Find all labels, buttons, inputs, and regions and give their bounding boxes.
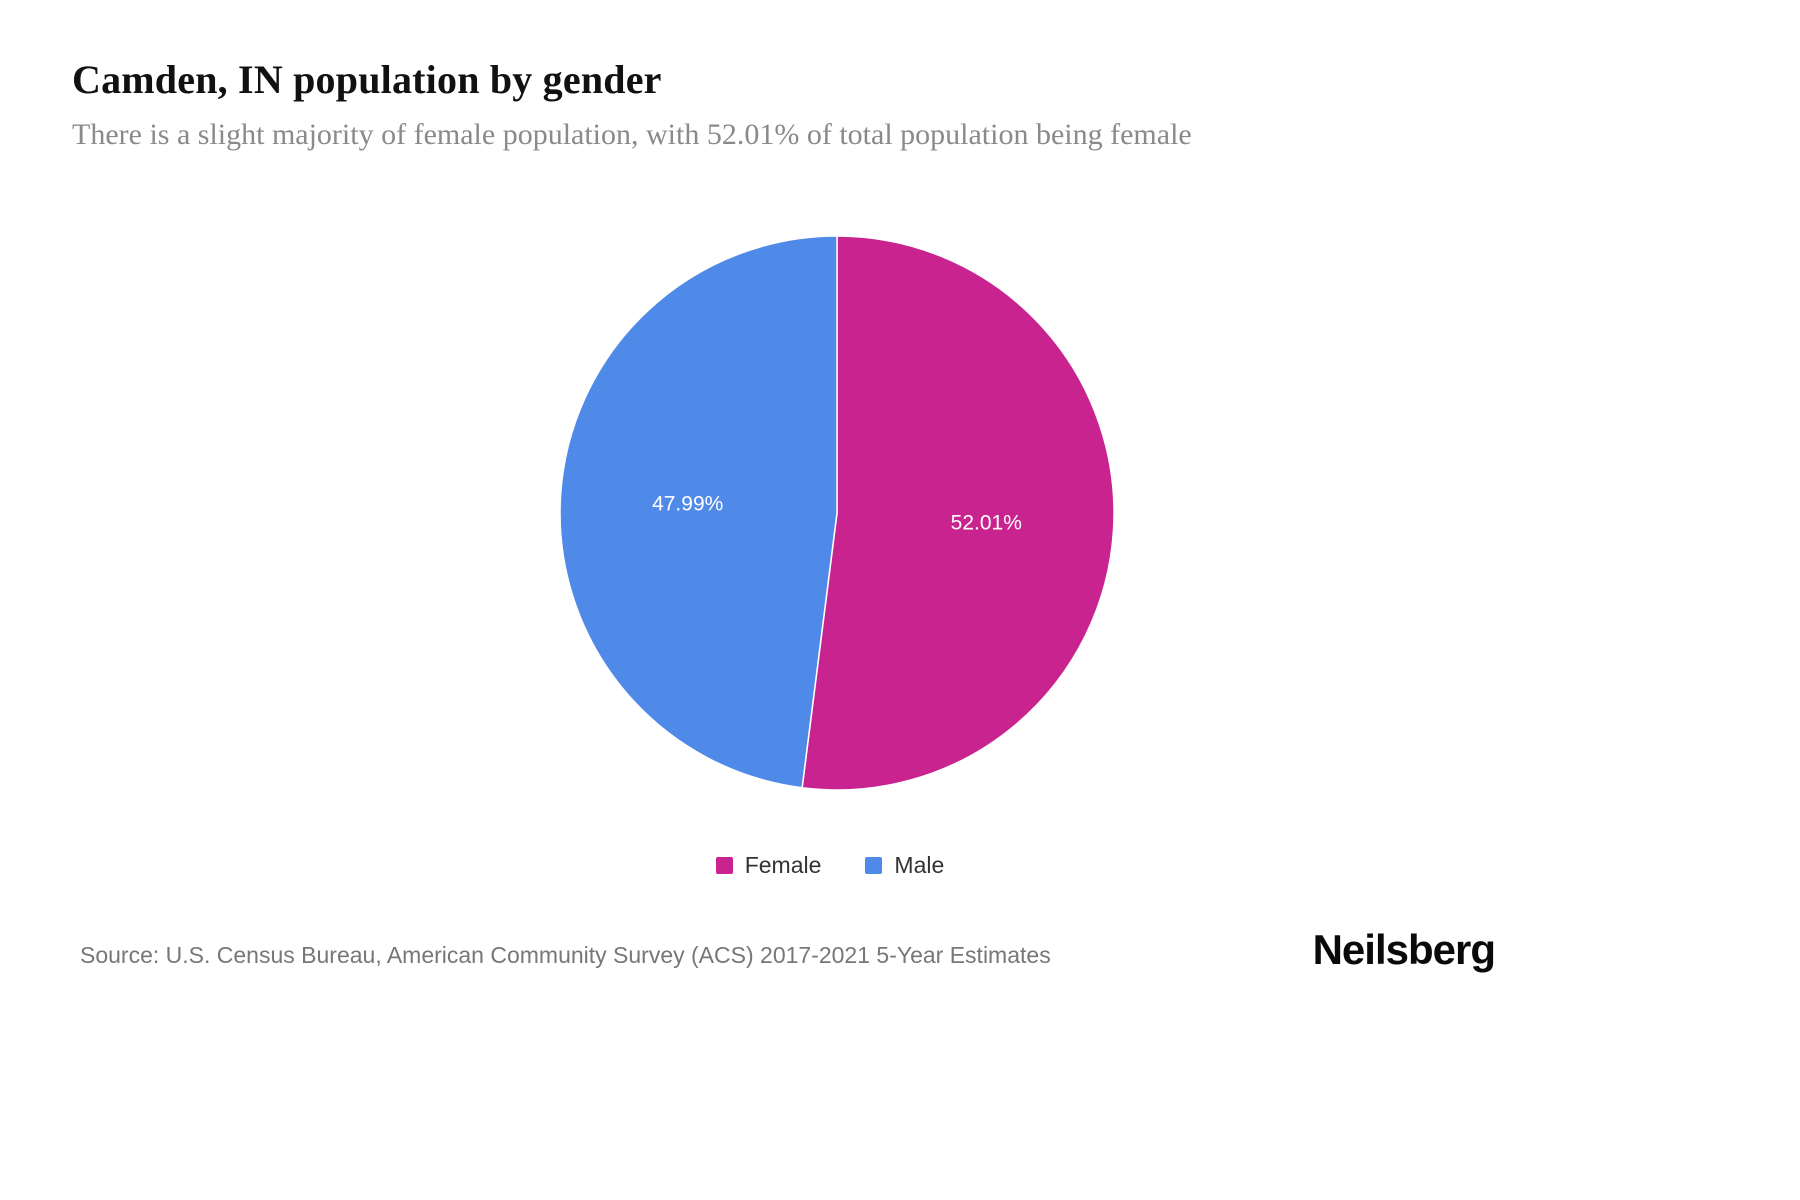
chart-title: Camden, IN population by gender xyxy=(72,57,662,102)
legend-item-female[interactable]: Female xyxy=(715,852,822,879)
legend-label-female: Female xyxy=(744,852,822,878)
pie-slice-male[interactable] xyxy=(559,235,838,789)
legend-item-male[interactable]: Male xyxy=(865,852,944,879)
chart-subtitle: There is a slight majority of female pop… xyxy=(72,118,1192,151)
neilsberg-logo: Neilsberg xyxy=(1312,926,1496,973)
pie-value-label-male: 47.99% xyxy=(652,493,723,516)
legend-label-male: Male xyxy=(894,852,945,878)
source-attribution: Source: U.S. Census Bureau, American Com… xyxy=(80,942,1051,968)
pie-chart: 52.01% 47.99% xyxy=(557,233,1117,793)
legend-swatch-female xyxy=(715,857,733,874)
pie-slice-female[interactable] xyxy=(801,235,1115,791)
legend-swatch-male xyxy=(865,857,883,874)
chart-legend: Female Male xyxy=(0,852,1660,879)
pie-value-label-female: 52.01% xyxy=(951,511,1022,534)
pie-chart-svg: 52.01% 47.99% xyxy=(559,235,1115,791)
